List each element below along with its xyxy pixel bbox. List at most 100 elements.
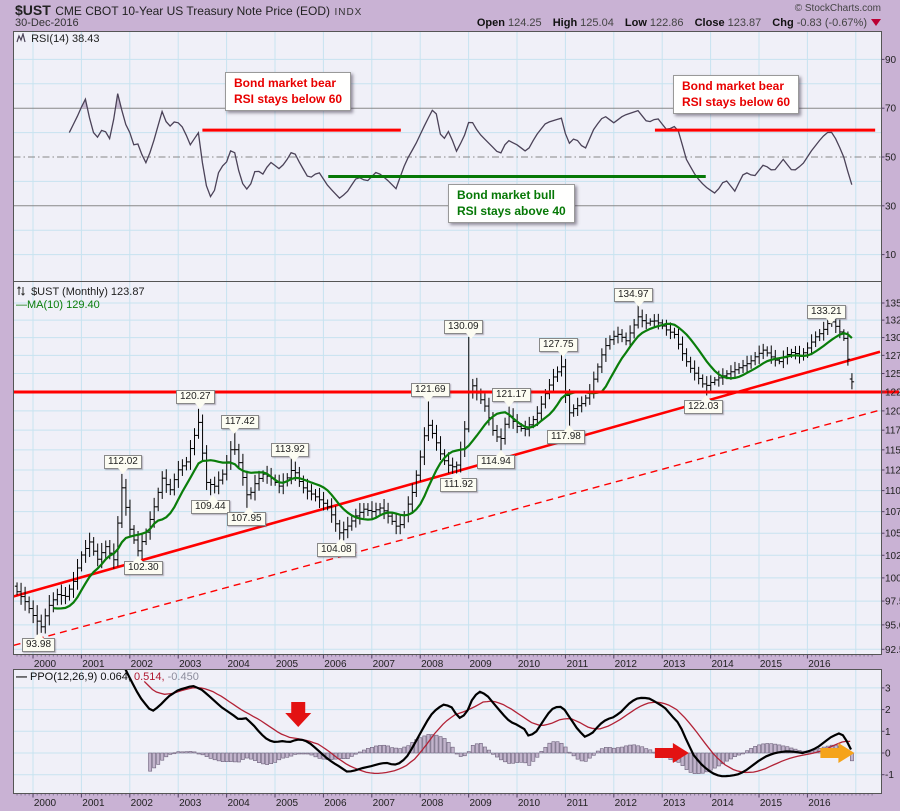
price-callout-117.98: 117.98 bbox=[547, 425, 585, 444]
signal-arrow-down-icon bbox=[285, 702, 312, 727]
ppo-histogram-bar bbox=[236, 752, 241, 763]
x-axis-year-label: 2000 bbox=[34, 659, 57, 670]
x-axis-year-label: 2009 bbox=[469, 659, 492, 670]
ppo-histogram-bar bbox=[692, 752, 697, 774]
callout-pointer bbox=[634, 301, 644, 307]
price-axis-label: 125.0 bbox=[885, 369, 900, 380]
price-axis-label: 120.0 bbox=[885, 406, 900, 417]
callout-pointer bbox=[826, 318, 837, 324]
ppo-histogram-bar bbox=[152, 752, 157, 769]
ppo-histogram-bar bbox=[773, 743, 778, 754]
ppo-histogram-bar bbox=[430, 734, 435, 754]
x-axis-year-label: 2006 bbox=[324, 798, 347, 809]
price-panel-surface[interactable] bbox=[13, 281, 882, 655]
ppo-histogram-value: -0.450 bbox=[167, 671, 199, 683]
high-value: 125.04 bbox=[580, 17, 614, 29]
ppo-histogram-bar bbox=[172, 752, 177, 755]
rsi-axis-label: 10 bbox=[885, 250, 897, 261]
ppo-histogram-bar bbox=[208, 752, 213, 759]
price-axis-label: 135.0 bbox=[885, 298, 900, 309]
ppo-histogram-bar bbox=[636, 745, 641, 754]
ppo-histogram-bar bbox=[249, 752, 253, 760]
ppo-histogram-bar bbox=[640, 746, 645, 754]
ppo-histogram-bar bbox=[176, 751, 181, 754]
ppo-histogram-bar bbox=[285, 752, 290, 758]
ppo-histogram-bar bbox=[724, 752, 729, 762]
x-axis-year-label: 2014 bbox=[711, 659, 734, 670]
callout-pointer bbox=[228, 428, 239, 434]
callout-pointer bbox=[208, 495, 219, 501]
x-axis-year-label: 2008 bbox=[421, 798, 444, 809]
x-axis-year-label: 2012 bbox=[615, 659, 638, 670]
ppo-histogram-bar bbox=[757, 744, 762, 754]
x-axis-year-label: 2003 bbox=[179, 659, 202, 670]
x-axis-year-label: 2003 bbox=[179, 798, 202, 809]
price-axis-label: 100.0 bbox=[885, 573, 900, 584]
ppo-histogram-bar bbox=[531, 752, 536, 762]
ppo-histogram-bar bbox=[470, 745, 475, 754]
x-axis-strip bbox=[13, 654, 882, 670]
price-chart-icon bbox=[16, 286, 26, 299]
change-label: Chg bbox=[772, 17, 794, 29]
callout-pointer bbox=[33, 633, 44, 639]
ppo-histogram-bar bbox=[277, 752, 282, 761]
price-axis-label: 95.0 bbox=[885, 620, 900, 631]
callout-pointer bbox=[496, 450, 507, 456]
ppo-histogram-bar bbox=[309, 752, 314, 756]
price-axis-label: 107.5 bbox=[885, 507, 900, 518]
price-callout-121.69: 121.69 bbox=[411, 383, 450, 402]
ppo-histogram-bar bbox=[708, 752, 713, 771]
ppo-axis-label: -1 bbox=[885, 770, 894, 781]
callout-pointer bbox=[558, 351, 568, 357]
ppo-histogram-bar bbox=[450, 746, 455, 754]
ppo-histogram-bar bbox=[474, 743, 479, 754]
ppo-histogram-bar bbox=[434, 734, 439, 754]
ppo-histogram-bar bbox=[442, 738, 447, 754]
ppo-histogram-bar bbox=[422, 735, 427, 754]
price-axis-label: 110.0 bbox=[885, 486, 900, 497]
rsi-line bbox=[68, 93, 853, 199]
ppo-histogram-bar bbox=[608, 747, 612, 754]
signal-arrow-right-icon bbox=[654, 743, 689, 763]
callout-pointer bbox=[452, 473, 463, 479]
ppo-histogram-bar bbox=[297, 752, 302, 755]
ppo-histogram-bar bbox=[503, 752, 507, 763]
dashed-trendline bbox=[14, 409, 881, 646]
ppo-histogram-bar bbox=[587, 752, 592, 759]
ppo-histogram-bar bbox=[382, 744, 386, 754]
rsi-panel-surface[interactable] bbox=[13, 31, 882, 282]
ppo-histogram-bar bbox=[499, 752, 503, 761]
ppo-histogram-bar bbox=[591, 752, 596, 756]
ppo-histogram-bar bbox=[644, 748, 649, 754]
ppo-histogram-bar bbox=[737, 752, 741, 756]
ppo-histogram-bar bbox=[265, 752, 269, 765]
ma-legend: —MA(10) 129.40 bbox=[16, 299, 100, 311]
annotation-bear-right: Bond market bear RSI stays below 60 bbox=[673, 75, 800, 114]
ppo-histogram-bar bbox=[156, 752, 161, 765]
ppo-histogram-bar bbox=[313, 752, 318, 758]
x-axis-year-label: 2008 bbox=[421, 659, 444, 670]
price-axis-label: 112.5 bbox=[885, 466, 900, 477]
ppo-histogram-bar bbox=[595, 750, 600, 754]
rsi-axis-label: 50 bbox=[885, 153, 897, 164]
ppo-axis-label: 0 bbox=[885, 749, 891, 760]
ppo-histogram-bar bbox=[228, 752, 233, 762]
ppo-histogram-bar bbox=[293, 752, 298, 755]
x-axis-year-label: 2013 bbox=[663, 659, 686, 670]
quote-row: Open 124.25 High 125.04 Low 122.86 Close 123… bbox=[469, 17, 881, 29]
ppo-axis-label: 3 bbox=[885, 683, 891, 694]
ppo-histogram-bar bbox=[491, 752, 495, 755]
rsi-overbought-fill bbox=[80, 93, 122, 109]
ppo-histogram-bar bbox=[188, 751, 193, 754]
price-axis-label: 105.0 bbox=[885, 529, 900, 540]
instrument-title: CME CBOT 10-Year US Treasury Note Price … bbox=[55, 4, 330, 18]
ppo-histogram-bar bbox=[269, 752, 274, 765]
price-axis-label: 127.5 bbox=[885, 351, 900, 362]
ppo-histogram-bar bbox=[781, 745, 786, 754]
ppo-histogram-bar bbox=[341, 752, 346, 759]
x-axis-year-label: 2010 bbox=[518, 798, 541, 809]
open-value: 124.25 bbox=[508, 17, 542, 29]
ppo-histogram-bar bbox=[761, 743, 766, 754]
ppo-histogram-bar bbox=[164, 752, 169, 758]
